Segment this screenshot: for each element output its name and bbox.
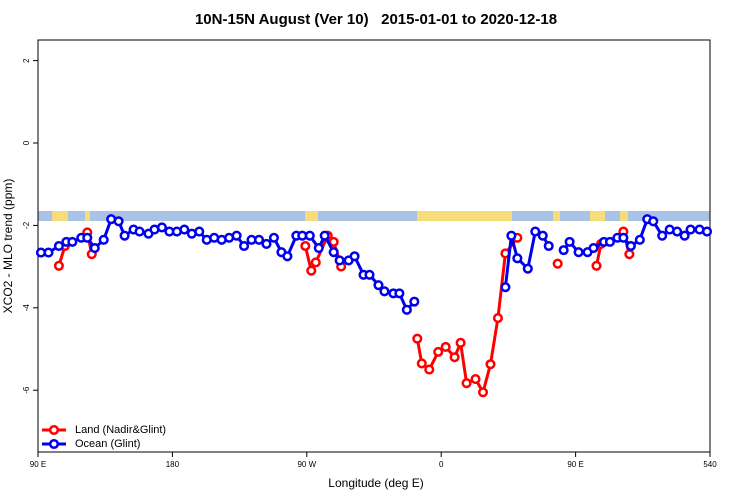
x-tick-label: 540 [703,460,717,469]
x-tick-label: 90 E [30,460,46,469]
y-tick-label: 0 [22,140,31,145]
y-tick-label: -4 [22,304,31,312]
point [412,333,423,344]
point [373,280,384,291]
point [328,236,339,247]
point [492,313,503,324]
x-tick-label: 180 [166,460,180,469]
point [440,341,451,352]
point [634,234,645,245]
point [310,257,321,268]
point [564,236,575,247]
point [43,247,54,258]
point [134,226,145,237]
point [512,253,523,264]
point [543,240,554,252]
point [268,232,279,243]
y-tick-label: -6 [22,386,31,394]
point [334,255,345,266]
land-mask-strip [38,211,710,221]
point [552,258,563,269]
point [604,236,615,247]
point [313,243,324,254]
point [53,240,64,252]
point [506,230,517,241]
point [449,352,460,363]
plot-frame [37,39,711,453]
point [53,260,64,271]
point [648,216,659,227]
point [573,247,584,258]
point [537,230,548,241]
point [98,234,109,245]
point [113,216,124,227]
point [82,232,93,243]
point [394,288,405,299]
point [379,286,390,297]
point [89,243,100,254]
point [657,230,668,241]
point [433,346,444,357]
point [588,243,599,254]
point [306,265,317,276]
point [67,236,78,247]
point [522,263,533,274]
point [231,230,242,241]
point [591,260,602,271]
point [261,238,272,249]
x-tick-label: 0 [439,460,444,469]
point [455,337,466,348]
point [485,359,496,370]
x-tick-label: 90 W [297,460,316,469]
point [119,230,130,241]
point [253,234,265,245]
x-axis-label: Longitude (deg E) [328,476,423,490]
point [679,230,690,241]
y-tick-label: 2 [22,58,31,63]
point [349,251,360,262]
point [282,251,293,262]
point [239,240,250,252]
point [530,226,541,237]
y-tick-label: -2 [22,221,31,229]
point [416,358,427,369]
series-line [57,231,631,397]
point [409,296,420,307]
legend-label: Ocean (Glint) [75,438,140,450]
legend-label: Land (Nadir&Glint) [75,424,166,436]
point [461,378,472,389]
point [194,226,205,237]
point [424,364,435,375]
point [618,232,629,243]
point [625,240,636,252]
legend-marker [48,438,60,450]
point [304,230,315,241]
point [401,304,412,315]
point [470,374,481,385]
point [319,230,330,241]
point [364,269,375,280]
legend-marker [48,424,60,436]
point [500,282,511,293]
point [156,222,167,233]
x-tick-label: 90 E [567,460,583,469]
point [328,247,339,258]
point [701,226,713,237]
point [672,226,683,237]
point [179,224,190,235]
chart-title: 10N-15N August (Ver 10) 2015-01-01 to 20… [195,11,557,28]
y-axis-label: XCO2 - MLO trend (ppm) [1,179,15,314]
point [477,387,489,398]
point [685,224,696,235]
point [624,249,635,260]
point [558,245,569,256]
point [300,240,311,252]
